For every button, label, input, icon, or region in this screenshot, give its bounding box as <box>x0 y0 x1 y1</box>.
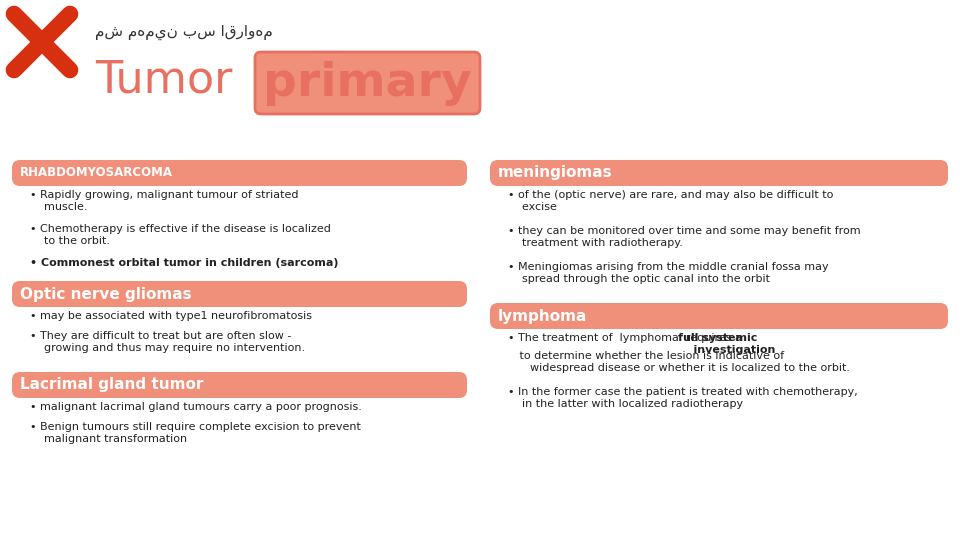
Text: • Chemotherapy is effective if the disease is localized
    to the orbit.: • Chemotherapy is effective if the disea… <box>30 224 331 246</box>
Text: Optic nerve gliomas: Optic nerve gliomas <box>20 287 192 301</box>
Text: • malignant lacrimal gland tumours carry a poor prognosis.: • malignant lacrimal gland tumours carry… <box>30 402 362 412</box>
Text: مش مهمين بس اقراوهم: مش مهمين بس اقراوهم <box>95 24 273 39</box>
Text: lymphoma: lymphoma <box>498 308 588 323</box>
Text: meningiomas: meningiomas <box>498 165 612 180</box>
Text: • Rapidly growing, malignant tumour of striated
    muscle.: • Rapidly growing, malignant tumour of s… <box>30 190 299 212</box>
Text: primary: primary <box>263 60 471 105</box>
Text: • The treatment of  lymphoma  requires a: • The treatment of lymphoma requires a <box>508 333 745 343</box>
Text: • Meningiomas arising from the middle cranial fossa may
    spread through the o: • Meningiomas arising from the middle cr… <box>508 262 828 285</box>
Text: • They are difficult to treat but are often slow -
    growing and thus may requ: • They are difficult to treat but are of… <box>30 331 305 353</box>
Text: full systemic
    investigation: full systemic investigation <box>678 333 775 355</box>
Text: to determine whether the lesion is indicative of
    widespread disease or wheth: to determine whether the lesion is indic… <box>516 351 850 373</box>
FancyBboxPatch shape <box>12 160 467 186</box>
Text: • In the former case the patient is treated with chemotherapy,
    in the latter: • In the former case the patient is trea… <box>508 387 857 409</box>
Text: • they can be monitored over time and some may benefit from
    treatment with r: • they can be monitored over time and so… <box>508 226 860 248</box>
FancyBboxPatch shape <box>12 281 467 307</box>
Text: • may be associated with type1 neurofibromatosis: • may be associated with type1 neurofibr… <box>30 311 312 321</box>
FancyBboxPatch shape <box>255 52 480 114</box>
Text: Lacrimal gland tumor: Lacrimal gland tumor <box>20 377 204 393</box>
Text: • Commonest orbital tumor in children (sarcoma): • Commonest orbital tumor in children (s… <box>30 258 339 268</box>
FancyBboxPatch shape <box>490 303 948 329</box>
FancyBboxPatch shape <box>490 160 948 186</box>
FancyBboxPatch shape <box>12 372 467 398</box>
Text: • Benign tumours still require complete excision to prevent
    malignant transf: • Benign tumours still require complete … <box>30 422 361 444</box>
Text: • of the (optic nerve) are rare, and may also be difficult to
    excise: • of the (optic nerve) are rare, and may… <box>508 190 833 212</box>
Text: RHABDOMYOSARCOMA: RHABDOMYOSARCOMA <box>20 166 173 179</box>
Text: Tumor: Tumor <box>95 58 232 102</box>
